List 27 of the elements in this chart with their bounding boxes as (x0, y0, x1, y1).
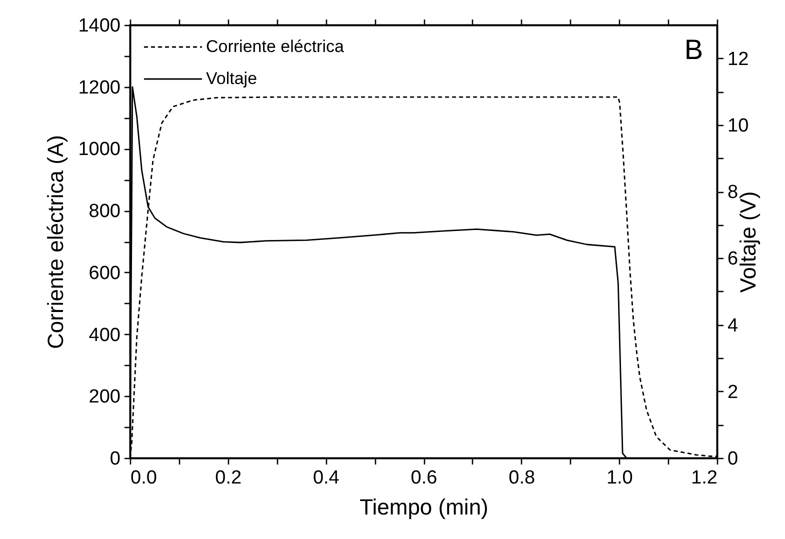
y-tick-label: 600 (88, 262, 120, 284)
x-tick-label: 1.0 (606, 468, 633, 488)
y-tick-label: 0 (110, 448, 120, 470)
annotation: B (684, 34, 703, 65)
x-tick-label: 0.8 (508, 468, 536, 488)
legend-label: Corriente eléctrica (206, 37, 344, 56)
x-axis-title: Tiempo (min) (360, 494, 488, 520)
x-tick-label: 1.2 (691, 468, 718, 488)
x-tick-label: 0.6 (410, 468, 438, 488)
y2-tick-label: 6 (728, 248, 738, 270)
x-tick-label: 0.2 (215, 468, 242, 488)
y-axis-title: Corriente eléctrica (A) (43, 135, 68, 349)
y2-tick-label: 2 (728, 382, 738, 403)
y2-tick-label: 0 (728, 448, 738, 470)
legend-label: Voltaje (206, 69, 258, 88)
y-tick-label: 1200 (78, 77, 120, 98)
y-tick-label: 200 (88, 386, 120, 408)
y-tick-label: 1000 (78, 139, 120, 160)
y-tick-label: 400 (88, 324, 120, 346)
y2-tick-label: 10 (728, 115, 749, 136)
y2-tick-label: 12 (728, 48, 749, 70)
y2-tick-label: 4 (728, 315, 738, 336)
y-tick-label: 1400 (78, 16, 120, 36)
y-tick-label: 800 (88, 201, 120, 222)
y2-tick-label: 8 (728, 182, 738, 204)
x-tick-label: 0.0 (130, 468, 157, 488)
x-tick-label: 0.4 (312, 468, 340, 488)
